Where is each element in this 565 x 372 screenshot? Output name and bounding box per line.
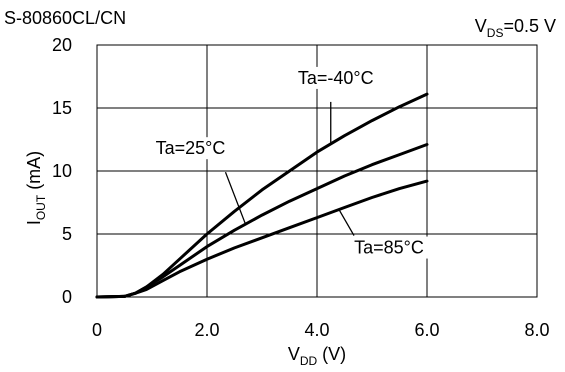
condition-sub: DS [487,26,504,40]
x-axis-label-main: V [288,344,300,364]
x-axis-label: VDD (V) [288,344,346,368]
y-axis-label: IOUT (mA) [24,151,48,225]
annotation-background [291,66,380,89]
condition-label: VDS=0.5 V [475,16,556,40]
annotation-label: Ta=85°C [354,238,424,258]
x-axis-label-rest: (V) [317,344,346,364]
condition-rest: =0.5 V [503,16,556,36]
plot-frame [96,44,538,298]
series-line-2 [95,143,429,299]
x-tick-label: 6.0 [414,320,439,340]
series-line-3 [95,179,429,299]
y-tick-label: 20 [52,35,72,55]
y-axis-label-rest: (mA) [24,151,44,195]
y-tick-label: 15 [52,98,72,118]
annotations: Ta=-40°C Ta=25°C Ta=85°C [151,66,428,259]
tick-labels: 0 2.0 4.0 6.0 8.0 0 5 10 15 20 [52,35,550,340]
x-tick-label: 0 [92,320,102,340]
y-axis-label-sub: OUT [34,194,48,220]
x-tick-label: 2.0 [194,320,219,340]
series-group [95,92,429,299]
condition-main: V [475,16,487,36]
x-axis-label-sub: DD [300,354,318,368]
annotation-label: Ta=25°C [156,138,226,158]
annotation-leader [338,209,355,236]
x-tick-label: 8.0 [524,320,549,340]
x-tick-label: 4.0 [304,320,329,340]
y-tick-label: 0 [62,287,72,307]
annotation-label: Ta=-40°C [298,68,374,88]
annotation-background [151,137,230,160]
y-tick-label: 5 [62,224,72,244]
annotation-background [350,236,428,259]
y-tick-label: 10 [52,161,72,181]
y-axis-label-main: I [24,220,44,225]
annotation-leader [224,171,247,225]
chart-title: S-80860CL/CN [4,8,126,28]
